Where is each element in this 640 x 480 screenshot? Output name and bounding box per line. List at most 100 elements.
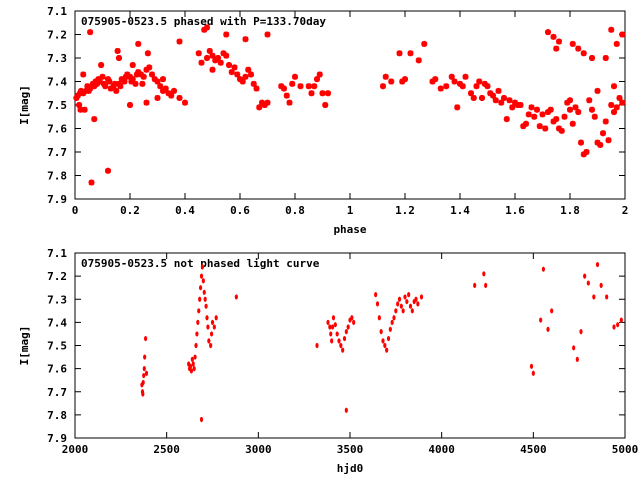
data-point — [132, 80, 139, 87]
data-point — [586, 280, 590, 286]
data-point — [264, 31, 271, 38]
data-point — [550, 308, 554, 314]
data-point — [326, 319, 330, 325]
y-axis-label: I[mag] — [18, 326, 31, 366]
data-point — [151, 76, 158, 83]
data-point — [143, 335, 148, 342]
data-point — [212, 57, 219, 64]
data-point — [580, 151, 587, 158]
data-point — [80, 71, 87, 78]
data-point — [209, 342, 213, 349]
data-point — [490, 92, 496, 99]
data-point — [380, 83, 386, 90]
x-tick-label: 5000 — [612, 443, 639, 456]
data-point — [292, 73, 298, 80]
data-point — [176, 38, 183, 45]
data-point — [503, 116, 510, 123]
data-point — [454, 104, 461, 111]
data-point — [98, 62, 105, 69]
data-point — [531, 113, 538, 120]
data-point — [193, 354, 197, 360]
data-point — [517, 102, 524, 108]
y-tick-label: 7.4 — [47, 316, 67, 329]
data-point — [586, 97, 593, 104]
data-point — [168, 92, 175, 99]
data-point — [379, 329, 383, 335]
data-point — [194, 342, 198, 349]
data-point — [140, 73, 147, 80]
data-point — [602, 55, 609, 61]
data-point — [591, 113, 598, 120]
data-point — [248, 71, 254, 78]
data-point — [473, 282, 477, 288]
data-point — [414, 296, 418, 302]
data-point — [139, 80, 146, 87]
data-point — [182, 99, 188, 106]
data-point — [350, 315, 354, 321]
data-point — [162, 85, 169, 92]
data-point — [575, 109, 582, 116]
data-point — [525, 111, 532, 118]
data-point — [311, 83, 318, 90]
data-point — [209, 66, 216, 73]
plot-frame — [74, 10, 626, 200]
data-point — [501, 94, 507, 101]
data-point — [84, 83, 91, 90]
data-point — [199, 273, 204, 279]
data-point — [462, 73, 469, 80]
data-point — [394, 308, 398, 314]
data-point — [165, 90, 172, 97]
data-point — [528, 104, 535, 111]
data-point — [242, 73, 249, 80]
data-point — [342, 335, 347, 342]
x-tick-label: 1.6 — [505, 204, 525, 217]
data-point — [619, 317, 623, 323]
data-point — [589, 55, 595, 61]
data-point — [106, 78, 113, 85]
data-point — [91, 83, 98, 90]
data-point — [553, 116, 560, 123]
data-point — [388, 326, 392, 332]
data-point — [160, 76, 166, 83]
data-point — [96, 78, 103, 85]
data-point — [305, 83, 312, 90]
data-point — [608, 102, 615, 108]
data-point — [545, 109, 551, 116]
data-point — [319, 90, 326, 97]
data-point — [487, 90, 494, 97]
data-point — [594, 139, 601, 146]
data-point — [76, 102, 83, 108]
data-point — [149, 71, 155, 78]
data-point — [154, 78, 161, 85]
data-point — [87, 29, 94, 36]
y-tick-label: 7.2 — [47, 270, 67, 283]
data-point — [397, 296, 402, 302]
data-point — [328, 324, 332, 330]
data-point — [144, 370, 149, 376]
data-point — [492, 97, 499, 104]
data-point — [202, 289, 206, 295]
data-point — [210, 319, 215, 325]
data-point — [331, 315, 336, 321]
data-point — [118, 76, 125, 83]
data-point — [329, 331, 333, 337]
y-tick-label: 7.5 — [47, 340, 67, 353]
data-point — [144, 50, 151, 57]
data-point — [129, 76, 136, 83]
data-point — [619, 31, 626, 38]
phased-light-curve-panel: 0 0.2 0.4 0.6 0.8 1 1.2 1.4 1.6 1.8 2 7.1 7.2 7.3 7.4 7… — [18, 5, 628, 236]
data-point — [592, 294, 596, 300]
data-point — [74, 92, 81, 99]
data-point — [432, 76, 439, 83]
y-tick-label: 7.4 — [47, 76, 67, 89]
data-point — [111, 80, 118, 87]
data-point — [116, 55, 122, 61]
data-point — [129, 62, 136, 69]
data-point — [402, 76, 408, 83]
data-point — [388, 78, 395, 85]
unphased-light-curve-panel: 2000 2500 3000 3500 4000 4500 5000 7.1 7.2 7.3 7.4… — [18, 247, 638, 475]
data-point — [308, 90, 315, 97]
data-point — [383, 342, 387, 349]
data-point — [616, 322, 620, 328]
x-tick-label: 0.2 — [120, 204, 140, 217]
